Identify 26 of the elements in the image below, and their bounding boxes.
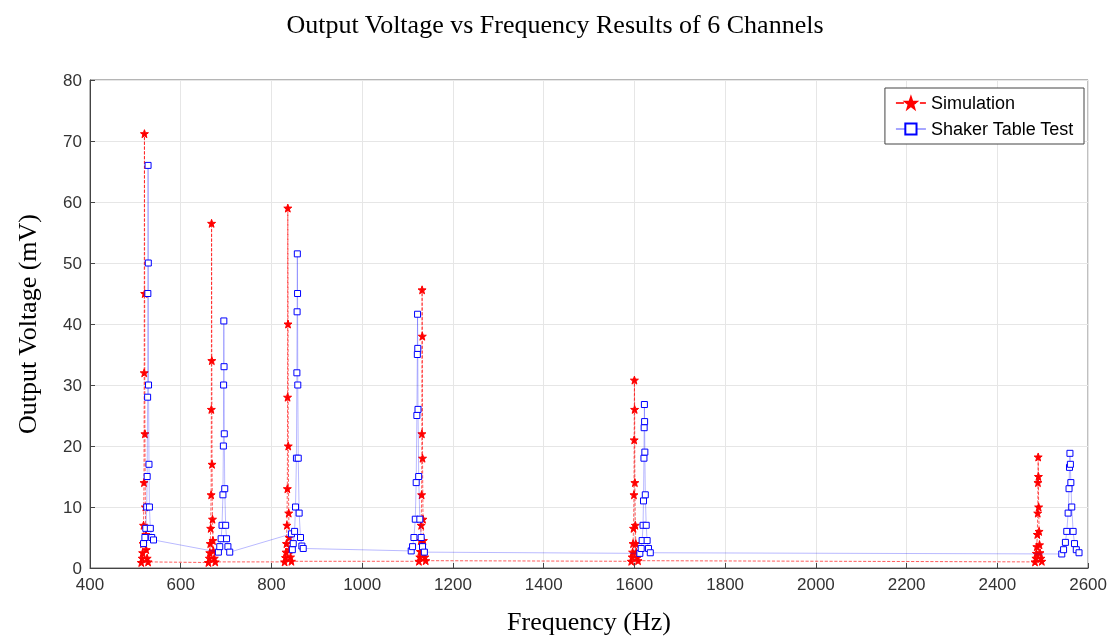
- x-tick-label: 1200: [434, 575, 472, 594]
- y-tick-label: 60: [63, 192, 82, 212]
- legend-label: Shaker Table Test: [930, 119, 1074, 139]
- y-axis-title: Output Voltage (mV): [12, 213, 42, 435]
- legend-label: Simulation: [930, 93, 1015, 113]
- y-tick-label: 50: [63, 253, 82, 273]
- y-tick-label: 40: [63, 314, 82, 334]
- y-tick-label: 30: [63, 375, 82, 395]
- x-tick-label: 600: [166, 575, 195, 594]
- x-tick-label: 2600: [1069, 575, 1107, 594]
- x-tick-label: 2200: [887, 575, 926, 594]
- x-tick-label: 1600: [615, 575, 654, 594]
- y-tick-label: 10: [63, 497, 82, 517]
- x-tick-label: 2400: [978, 575, 1017, 594]
- x-tick-label: 1800: [706, 575, 745, 594]
- y-tick-label: 70: [63, 131, 82, 151]
- x-tick-label: 400: [75, 575, 105, 594]
- x-tick-label: 2000: [796, 575, 835, 594]
- x-tick-label: 1000: [343, 575, 382, 594]
- x-tick-label: 1400: [524, 575, 563, 594]
- x-tick-label: 800: [257, 575, 286, 594]
- chart-title: Output Voltage vs Frequency Results of 6 Channels: [286, 9, 824, 39]
- x-axis-title: Frequency (Hz): [507, 606, 671, 636]
- y-tick-label: 20: [63, 436, 82, 456]
- y-tick-label: 0: [72, 558, 82, 578]
- y-tick-label: 80: [63, 70, 82, 90]
